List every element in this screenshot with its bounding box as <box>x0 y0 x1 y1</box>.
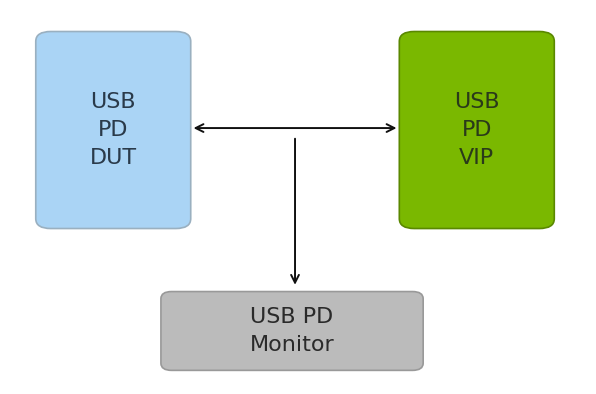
FancyBboxPatch shape <box>161 292 423 370</box>
FancyBboxPatch shape <box>36 32 191 229</box>
Text: USB PD
Monitor: USB PD Monitor <box>250 307 334 355</box>
Text: USB
PD
DUT: USB PD DUT <box>89 92 137 168</box>
FancyBboxPatch shape <box>399 32 554 229</box>
Text: USB
PD
VIP: USB PD VIP <box>454 92 499 168</box>
